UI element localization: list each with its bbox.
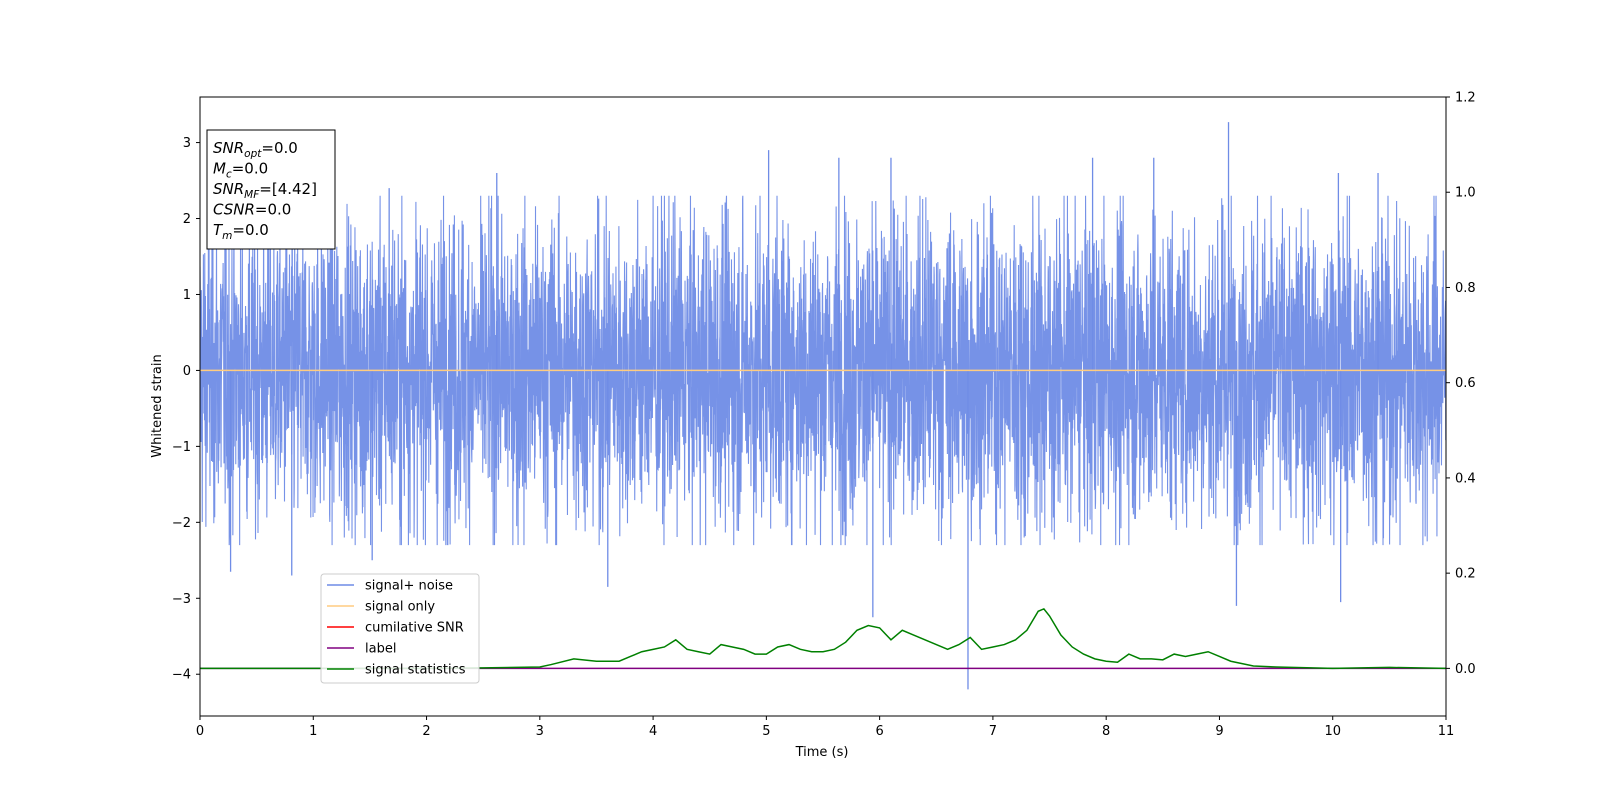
signal-noise-line [200, 195, 1446, 546]
y2-tick-label: 0.4 [1455, 471, 1476, 486]
legend: signal+ noise signal only cumilative SNR la… [320, 573, 480, 684]
y-tick-label: 3 [183, 136, 191, 151]
signal-noise-series [200, 122, 1446, 690]
info-box-symbol: CSNR [213, 201, 255, 219]
info-box-subscript: MF [244, 189, 260, 201]
y2-tick-label: 1.0 [1455, 186, 1476, 201]
info-box-line: SNRopt=0.0 [213, 139, 298, 160]
legend-label: cumilative SNR [365, 621, 464, 636]
info-box-value: =0.0 [232, 221, 268, 239]
legend-frame [320, 573, 480, 684]
x-tick-label: 6 [875, 724, 883, 739]
info-box-value: =[4.42] [259, 180, 317, 198]
info-box: SNRopt=0.0Mc=0.0SNRMF=[4.42]CSNR=0.0Tm=0… [206, 129, 336, 250]
info-box-symbol: SNR [213, 180, 244, 198]
legend-label: signal+ noise [365, 579, 453, 594]
legend-label: label [365, 642, 396, 657]
info-box-frame [206, 129, 336, 250]
info-box-line: CSNR=0.0 [213, 201, 291, 219]
x-tick-label: 0 [196, 724, 204, 739]
x-tick-label: 11 [1438, 724, 1455, 739]
x-tick-label: 1 [309, 724, 317, 739]
x-tick-label: 2 [422, 724, 430, 739]
y-tick-label: −2 [172, 516, 191, 531]
y2-tick-label: 0.2 [1455, 567, 1476, 582]
info-box-symbol: SNR [213, 139, 244, 157]
signal-statistics-line [200, 607, 1446, 670]
x-axis: 0 1 2 3 4 5 6 7 8 9 10 11 [196, 716, 1454, 739]
y2-tick-label: 0.6 [1455, 376, 1476, 391]
info-box-line: Mc=0.0 [213, 160, 268, 181]
x-tick-label: 9 [1215, 724, 1223, 739]
y2-tick-label: 1.2 [1455, 91, 1476, 106]
x-tick-label: 5 [762, 724, 770, 739]
info-box-subscript: m [222, 230, 232, 242]
y-axis-right: 0.0 0.2 0.4 0.6 0.8 1.0 1.2 [1446, 91, 1476, 677]
info-box-symbol: M [213, 160, 226, 178]
axes-frame [199, 96, 1447, 717]
info-box-subscript: c [226, 169, 232, 181]
y2-tick-label: 0.8 [1455, 281, 1476, 296]
y-tick-label: −3 [172, 592, 191, 607]
legend-label: signal only [365, 600, 435, 615]
y-tick-label: −4 [172, 668, 191, 683]
info-box-subscript: opt [244, 148, 262, 160]
info-box-value: =0.0 [261, 139, 297, 157]
info-box-symbol: T [213, 221, 224, 239]
info-box-line: SNRMF=[4.42] [213, 180, 317, 201]
y-axis-left: −4 −3 −2 −1 0 1 2 3 [172, 136, 200, 683]
y-tick-label: −1 [172, 440, 191, 455]
x-tick-label: 3 [536, 724, 544, 739]
info-box-line: Tm=0.0 [213, 221, 269, 242]
y-tick-label: 0 [183, 364, 191, 379]
info-box-value: =0.0 [232, 160, 268, 178]
y-tick-label: 1 [183, 288, 191, 303]
y-axis-label: Whitened strain [150, 354, 165, 457]
x-tick-label: 8 [1102, 724, 1110, 739]
y2-tick-label: 0.0 [1455, 662, 1476, 677]
x-tick-label: 10 [1324, 724, 1341, 739]
y-tick-label: 2 [183, 212, 191, 227]
legend-label: signal statistics [365, 663, 466, 678]
x-tick-label: 4 [649, 724, 657, 739]
x-tick-label: 7 [989, 724, 997, 739]
x-axis-label: Time (s) [795, 745, 849, 760]
info-box-value: =0.0 [255, 201, 291, 219]
